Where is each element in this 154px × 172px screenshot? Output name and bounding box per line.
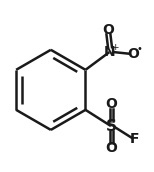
Text: •: •	[136, 44, 142, 54]
Text: F: F	[130, 132, 140, 146]
Text: O: O	[102, 23, 114, 37]
Text: O: O	[127, 47, 139, 61]
Text: +: +	[111, 43, 119, 52]
Text: O: O	[105, 98, 117, 111]
Text: O: O	[105, 141, 117, 155]
Text: N: N	[103, 45, 115, 59]
Text: S: S	[105, 119, 116, 133]
